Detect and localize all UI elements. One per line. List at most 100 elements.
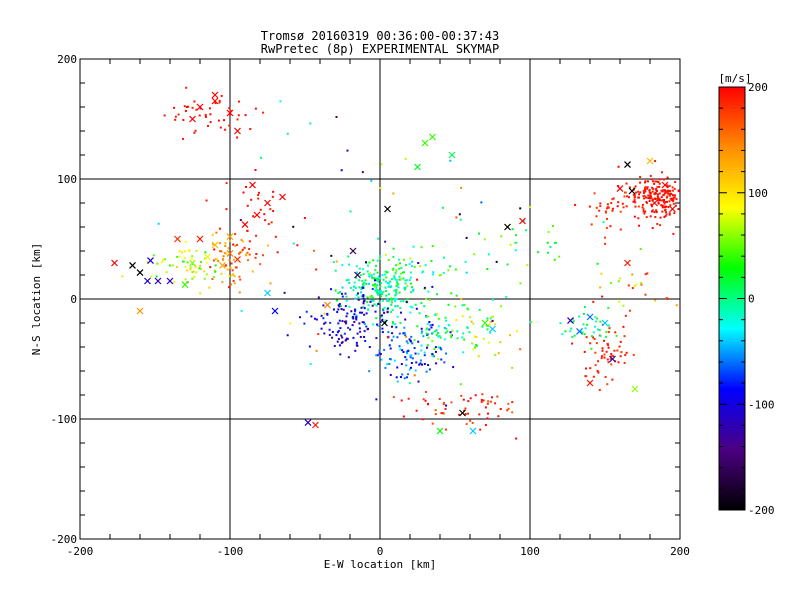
data-point [653,211,656,214]
data-point [585,375,588,378]
data-point [241,248,244,251]
data-point [353,281,356,284]
data-point [276,251,279,254]
data-point [623,335,626,338]
data-point [419,359,422,362]
data-point [425,315,428,318]
data-point [597,328,600,331]
data-point [640,283,643,286]
data-point [341,286,344,289]
data-point [471,342,474,345]
data-point [366,300,369,303]
data-point [592,375,595,378]
data-point [343,332,346,335]
data-point [176,255,179,258]
data-point [243,246,246,249]
data-point [628,309,631,312]
data-point [618,300,621,303]
data-point [529,321,532,324]
x-marker [174,235,181,243]
data-point [184,278,187,281]
data-point [415,409,418,412]
data-point [603,356,606,359]
data-point [408,338,411,341]
data-point [423,351,426,354]
x-marker [624,259,631,267]
data-point [663,216,666,219]
data-point [347,278,350,281]
data-point [367,304,370,307]
data-point [406,284,409,287]
data-point [632,353,635,356]
data-point [397,263,400,266]
data-point [373,279,376,282]
x-marker [129,261,136,269]
data-point [412,288,415,291]
data-point [269,208,272,211]
data-point [376,277,379,280]
data-point [330,288,333,291]
x-marker [349,247,357,255]
data-point [407,350,410,353]
data-point [646,180,649,183]
data-point [599,334,602,337]
data-point [515,330,518,333]
data-point [389,280,392,283]
data-point [437,335,440,338]
data-point [266,244,269,247]
data-point [606,205,609,208]
data-point [373,277,376,280]
data-point [494,402,497,405]
data-point [384,286,387,289]
data-point [354,349,357,352]
data-point [378,277,381,280]
data-point [465,271,468,274]
data-point [372,323,375,326]
data-point [618,345,621,348]
colorbar-tick-label: 0 [748,293,755,306]
data-point [660,195,663,198]
data-point [227,286,230,289]
data-point [463,338,466,341]
data-point [472,348,475,351]
data-point [420,332,423,335]
data-point [217,119,220,122]
data-point [421,330,424,333]
data-point [619,340,622,343]
data-point [637,217,640,220]
data-point [150,275,153,278]
data-point [444,428,447,431]
data-point [526,264,529,267]
data-point [230,262,233,265]
data-point [656,180,659,183]
data-point [409,339,412,342]
data-point [403,331,406,334]
data-point [628,196,631,199]
data-point [665,191,668,194]
data-point [611,207,614,210]
chart-title: Tromsø 20160319 00:36:00-00:37:43 [261,29,499,43]
data-point [386,281,389,284]
data-point [626,195,629,198]
data-point [213,248,216,251]
data-point [604,242,607,245]
data-point [401,373,404,376]
data-point [655,209,658,212]
data-point [642,210,645,213]
data-point [224,128,227,131]
data-point [174,118,177,121]
data-point [409,356,412,359]
data-point [637,196,640,199]
data-point [462,332,465,335]
data-point [486,417,489,420]
data-point [184,250,187,253]
data-point [391,332,394,335]
data-point [324,321,327,324]
data-point [392,192,395,195]
data-point [481,393,484,396]
data-point [641,203,644,206]
x-marker [669,205,676,213]
data-point [198,114,201,117]
data-point [380,315,383,318]
data-point [654,180,657,183]
